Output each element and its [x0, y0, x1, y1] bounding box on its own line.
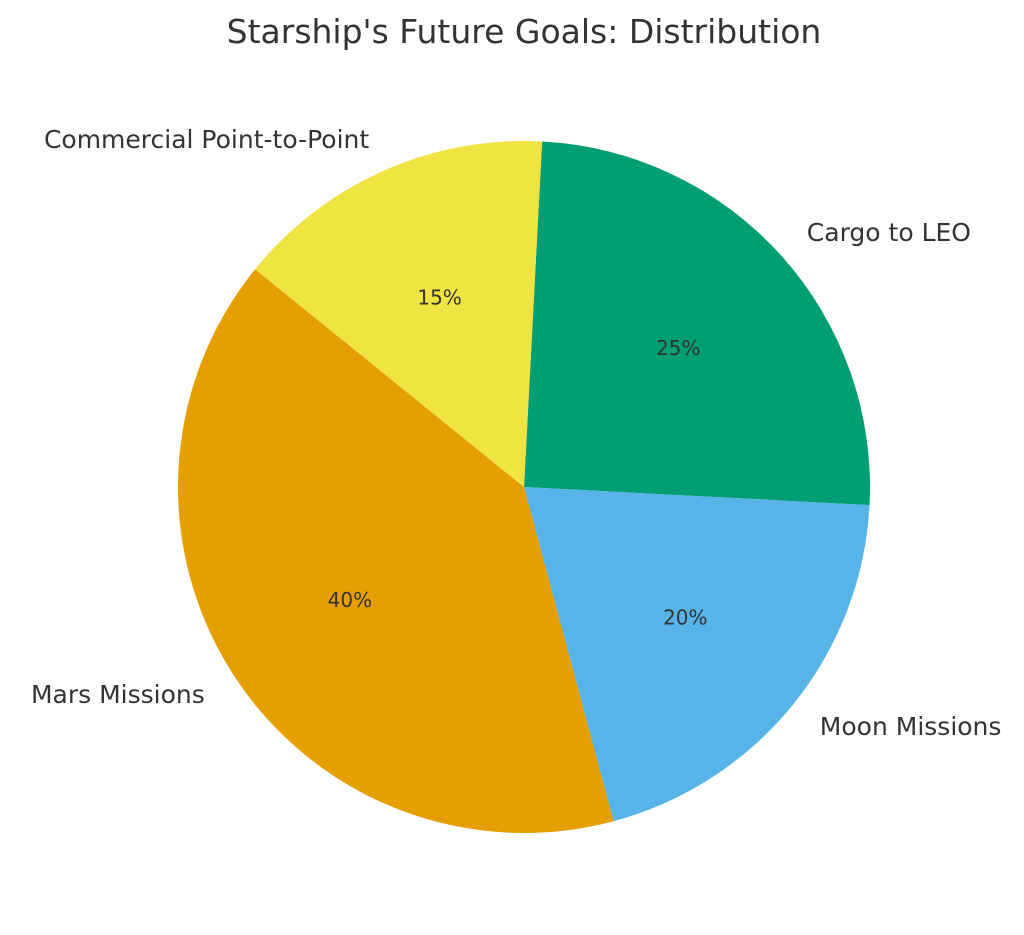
- slice-percent-mars-missions: 40%: [328, 588, 372, 612]
- pie-slice-moon-missions: [524, 487, 870, 822]
- slice-percent-commercial-point-to-point: 15%: [417, 285, 461, 309]
- slice-label-mars-missions: Mars Missions: [31, 680, 205, 709]
- pie-slice-commercial-point-to-point: [255, 140, 543, 487]
- slice-label-cargo-to-leo: Cargo to LEO: [807, 218, 971, 247]
- pie-labels: Cargo to LEO 25% Moon Missions 20% Mars Miss…: [31, 125, 1001, 741]
- pie-slices: [178, 140, 871, 833]
- slice-percent-cargo-to-leo: 25%: [656, 336, 700, 360]
- pie-slice-mars-missions: [178, 269, 614, 833]
- slice-label-moon-missions: Moon Missions: [820, 712, 1002, 741]
- pie-slice-cargo-to-leo: [524, 141, 871, 506]
- chart-title: Starship's Future Goals: Distribution: [227, 12, 822, 51]
- slice-percent-moon-missions: 20%: [663, 606, 707, 630]
- slice-label-commercial-point-to-point: Commercial Point-to-Point: [44, 125, 369, 154]
